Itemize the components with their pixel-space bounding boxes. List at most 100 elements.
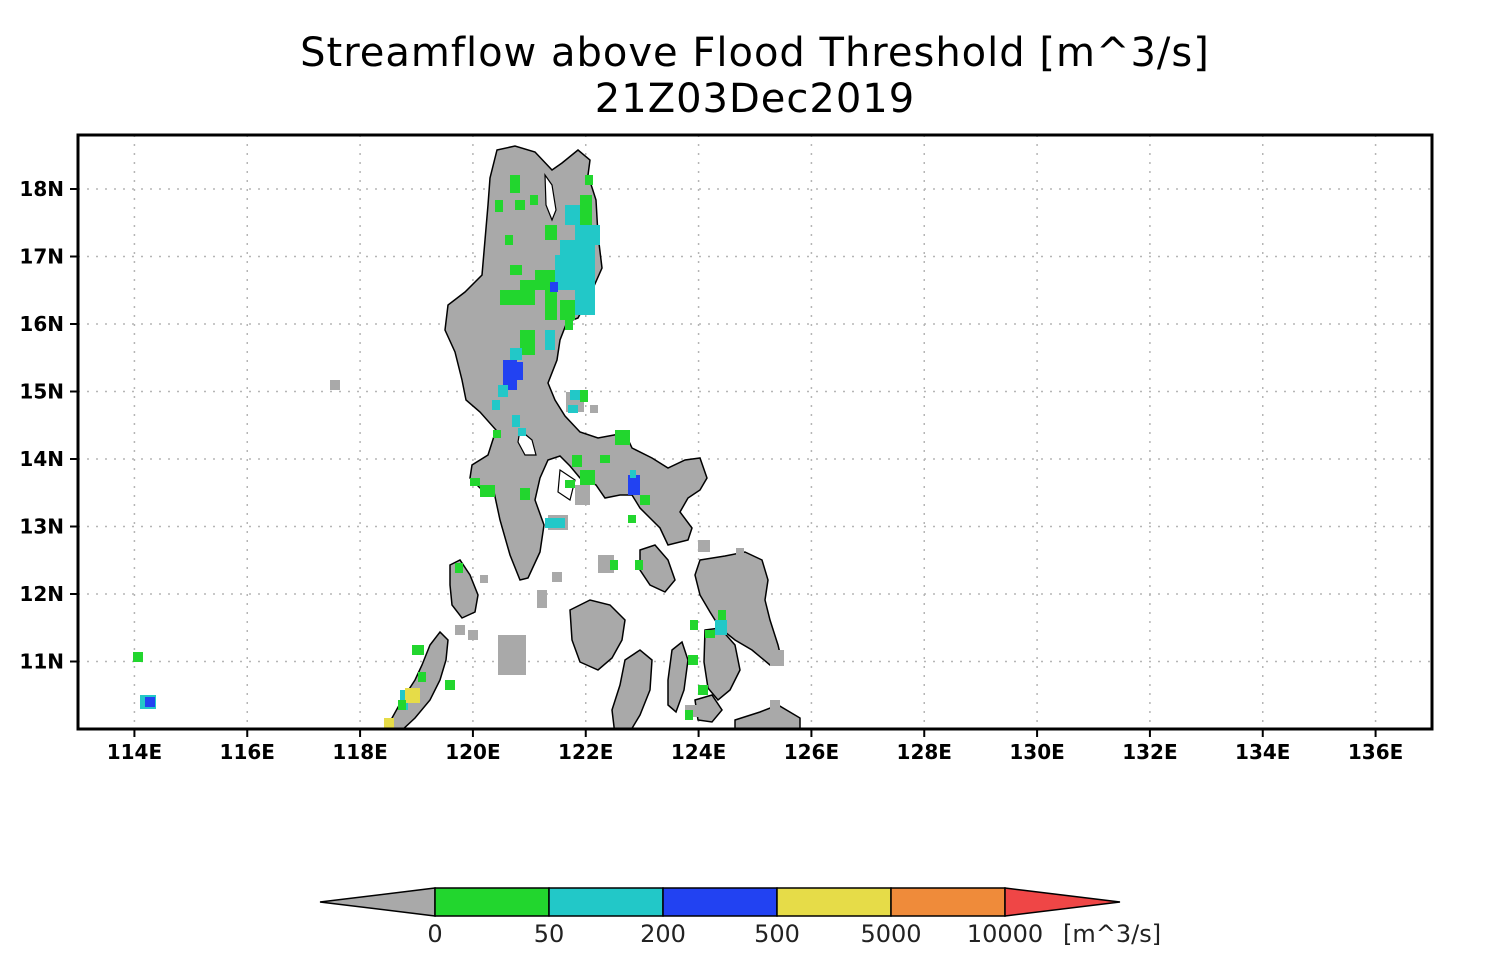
colorbar-label: 500	[754, 920, 800, 948]
flood-cell	[515, 362, 523, 380]
grid-lines	[78, 135, 1432, 729]
flood-cell	[580, 390, 588, 402]
flood-cell	[470, 478, 480, 486]
map-title: Streamflow above Flood Threshold [m^3/s]	[300, 30, 1210, 76]
flood-cell	[615, 430, 630, 445]
flood-cell	[545, 518, 565, 528]
flood-cell	[480, 485, 495, 497]
flood-cell	[565, 480, 575, 488]
lon-tick-label: 118E	[332, 740, 387, 764]
colorbar-segment	[890, 887, 1006, 917]
colorbar: 0 50 200 500 5000 10000 [m^3/s]	[319, 887, 1161, 948]
flood-cell	[698, 685, 708, 695]
lat-tick-label: 14N	[19, 447, 64, 471]
colorbar-segment	[662, 887, 778, 917]
flood-cell	[628, 515, 636, 523]
lat-tick-label: 13N	[19, 515, 64, 539]
lat-tick-label: 12N	[19, 582, 64, 606]
lat-tick-label: 15N	[19, 380, 64, 404]
flood-cell	[580, 470, 595, 485]
colorbar-label: 200	[640, 920, 686, 948]
flood-cell	[133, 652, 143, 662]
flood-cell	[145, 697, 155, 707]
lon-tick-label: 136E	[1348, 740, 1403, 764]
flood-cell	[545, 225, 557, 240]
lon-tick-label: 122E	[558, 740, 613, 764]
flood-cell	[445, 680, 455, 690]
flood-cell	[498, 385, 508, 397]
colorbar-max-arrow	[1004, 887, 1121, 917]
colorbar-segment	[548, 887, 664, 917]
flood-cells-layer	[133, 175, 727, 729]
lon-tick-label: 128E	[897, 740, 952, 764]
flood-cell	[495, 200, 503, 212]
lon-tick-label: 114E	[107, 740, 162, 764]
flood-cell	[560, 300, 575, 320]
panay-island	[569, 599, 626, 671]
flood-cell	[600, 455, 610, 463]
lat-tick-label: 17N	[19, 245, 64, 269]
mindanao-landmass	[734, 704, 801, 729]
colorbar-unit: [m^3/s]	[1063, 920, 1161, 948]
colorbar-segment	[434, 887, 550, 917]
flood-cell	[568, 405, 578, 413]
flood-cell	[510, 265, 522, 275]
lon-tick-label: 120E	[445, 740, 500, 764]
flood-cell	[545, 330, 555, 350]
flood-cell	[512, 415, 520, 427]
flood-cell	[555, 255, 595, 290]
lat-tick-label: 18N	[19, 177, 64, 201]
flood-cell	[418, 672, 426, 682]
flood-cell	[500, 290, 520, 305]
flood-cell	[640, 495, 650, 505]
flood-cell	[635, 560, 643, 570]
flood-cell	[575, 290, 595, 315]
flood-cell	[505, 235, 513, 245]
flood-cell	[455, 563, 463, 573]
flood-cell	[398, 700, 406, 710]
flood-cell	[705, 630, 715, 638]
mindoro-island	[449, 559, 479, 619]
flood-cell	[412, 645, 424, 655]
flood-cell	[688, 655, 698, 665]
flood-cell	[520, 280, 535, 305]
land-layer	[330, 145, 801, 729]
lon-tick-label: 130E	[1009, 740, 1064, 764]
map-date: 21Z03Dec2019	[594, 76, 916, 122]
lat-tick-label: 16N	[19, 312, 64, 336]
flood-cell	[545, 290, 557, 320]
flood-cell	[628, 475, 640, 495]
axis-ticks: 114E 116E 118E 120E 122E 124E 126E 128E 130E 132E…	[19, 177, 1403, 764]
flood-cell	[580, 195, 592, 225]
flood-cell	[585, 175, 593, 185]
flood-cell	[492, 400, 500, 410]
flood-cell	[565, 320, 573, 330]
cebu-island	[667, 640, 689, 714]
flood-cell	[405, 688, 420, 703]
colorbar-label: 50	[534, 920, 565, 948]
negros-island	[611, 649, 653, 729]
flood-cell	[520, 488, 530, 500]
colorbar-label: 5000	[860, 920, 921, 948]
flood-cell	[630, 470, 636, 478]
flood-cell	[550, 282, 558, 292]
flood-cell	[510, 175, 520, 193]
flood-cell	[530, 195, 538, 205]
flood-cell	[515, 200, 525, 210]
flood-cell	[685, 710, 693, 720]
colorbar-segment	[776, 887, 892, 917]
lon-tick-label: 126E	[784, 740, 839, 764]
lon-tick-label: 124E	[671, 740, 726, 764]
flood-cell	[384, 718, 394, 729]
flood-cell	[493, 430, 501, 438]
lon-tick-label: 116E	[220, 740, 275, 764]
masbate-island	[639, 544, 676, 593]
colorbar-min-arrow	[319, 887, 436, 917]
flood-cell	[718, 610, 726, 620]
colorbar-label: 10000	[967, 920, 1043, 948]
flood-cell	[518, 428, 526, 436]
flood-cell	[715, 620, 727, 635]
flood-cell	[565, 205, 580, 225]
flood-cell	[503, 360, 517, 390]
